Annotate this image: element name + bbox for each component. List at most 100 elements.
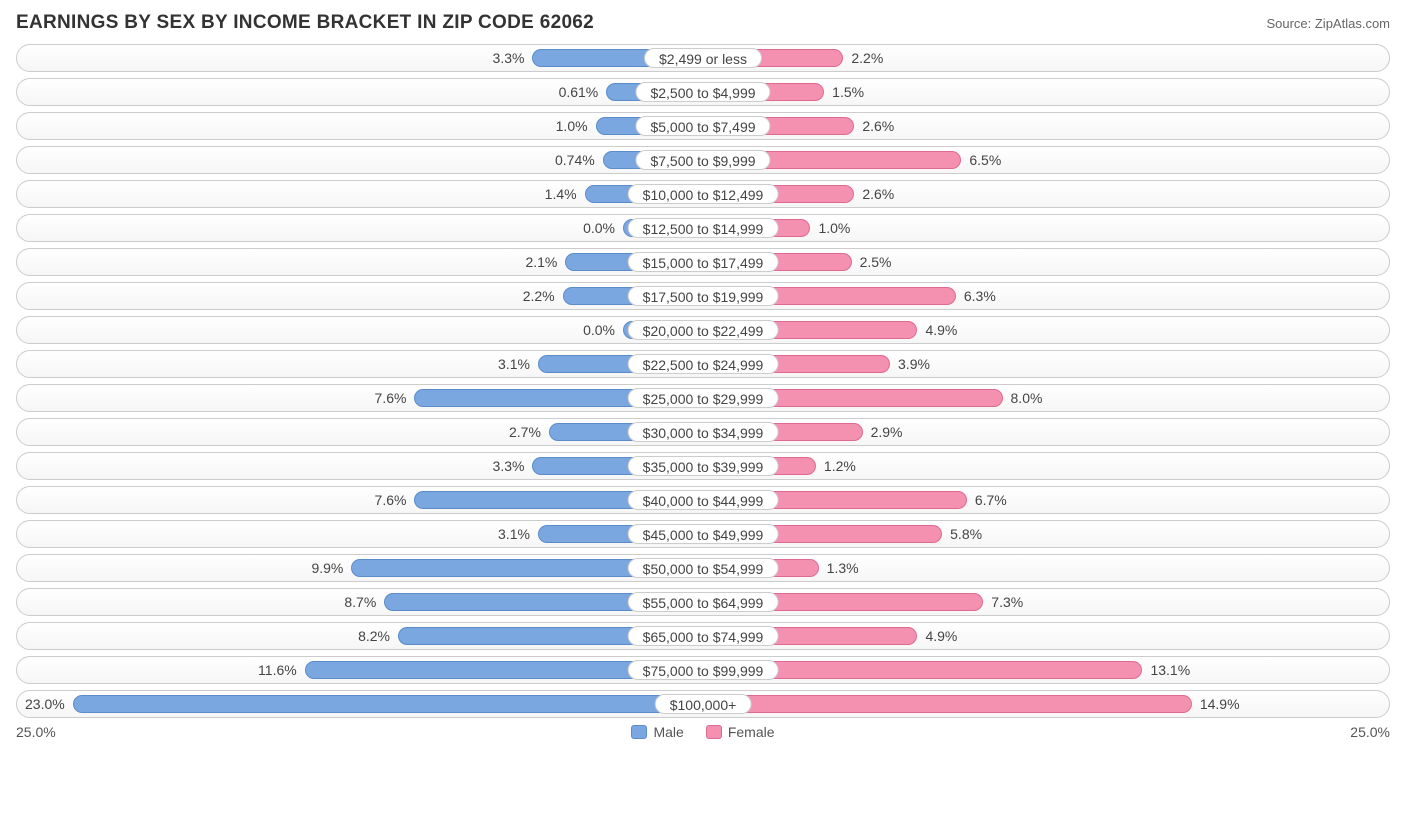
male-pct-label: 0.0% [575,220,623,236]
female-pct-label: 1.5% [824,84,872,100]
bracket-label: $100,000+ [655,694,752,714]
bracket-label: $2,499 or less [644,48,762,68]
female-side: 6.5% [703,147,1389,173]
legend: Male Female [631,724,774,740]
bracket-label: $40,000 to $44,999 [628,490,779,510]
male-side: 0.0% [17,317,703,343]
male-side: 3.1% [17,351,703,377]
source-attribution: Source: ZipAtlas.com [1266,16,1390,31]
legend-label: Female [728,724,775,740]
diverging-bar-chart: 3.3%2.2%$2,499 or less0.61%1.5%$2,500 to… [16,44,1390,718]
male-pct-label: 3.1% [490,526,538,542]
male-side: 2.7% [17,419,703,445]
female-pct-label: 8.0% [1003,390,1051,406]
header-row: EARNINGS BY SEX BY INCOME BRACKET IN ZIP… [16,12,1390,34]
male-side: 7.6% [17,487,703,513]
male-side: 0.61% [17,79,703,105]
chart-row: 1.4% 2.6%$10,000 to $12,499 [16,180,1390,208]
male-side: 0.0% [17,215,703,241]
chart-footer: 25.0% Male Female 25.0% [16,724,1390,740]
male-pct-label: 3.1% [490,356,538,372]
female-side: 2.6% [703,181,1389,207]
male-pct-label: 2.1% [517,254,565,270]
chart-title: EARNINGS BY SEX BY INCOME BRACKET IN ZIP… [16,12,594,34]
male-side: 3.3% [17,45,703,71]
male-pct-label: 3.3% [485,458,533,474]
female-side: 7.3% [703,589,1389,615]
female-side: 1.5% [703,79,1389,105]
female-side: 1.2% [703,453,1389,479]
male-side: 8.7% [17,589,703,615]
male-pct-label: 7.6% [367,492,415,508]
female-pct-label: 5.8% [942,526,990,542]
female-side: 2.5% [703,249,1389,275]
female-side: 8.0% [703,385,1389,411]
legend-item: Female [706,724,775,740]
female-pct-label: 4.9% [917,628,965,644]
male-pct-label: 11.6% [250,662,305,678]
male-pct-label: 1.0% [548,118,596,134]
bracket-label: $25,000 to $29,999 [628,388,779,408]
female-side: 14.9% [703,691,1389,717]
male-side: 3.1% [17,521,703,547]
male-side: 1.4% [17,181,703,207]
chart-row: 23.0% 14.9% $100,000+ [16,690,1390,718]
female-side: 4.9% [703,317,1389,343]
chart-row: 7.6% 6.7% $40,000 to $44,999 [16,486,1390,514]
legend-swatch [706,725,722,739]
female-pct-label: 1.3% [819,560,867,576]
chart-row: 2.1% 2.5% $15,000 to $17,499 [16,248,1390,276]
chart-row: 2.7%2.9%$30,000 to $34,999 [16,418,1390,446]
male-side: 3.3% [17,453,703,479]
chart-row: 11.6%13.1%$75,000 to $99,999 [16,656,1390,684]
bracket-label: $7,500 to $9,999 [635,150,770,170]
male-pct-label: 0.74% [547,152,603,168]
chart-row: 8.7%7.3%$55,000 to $64,999 [16,588,1390,616]
male-pct-label: 1.4% [537,186,585,202]
female-pct-label: 2.9% [863,424,911,440]
male-side: 1.0% [17,113,703,139]
male-pct-label: 23.0% [17,696,73,712]
male-pct-label: 2.7% [501,424,549,440]
chart-row: 3.1% 3.9% $22,500 to $24,999 [16,350,1390,378]
bracket-label: $20,000 to $22,499 [628,320,779,340]
female-side: 2.6% [703,113,1389,139]
female-side: 3.9% [703,351,1389,377]
male-side: 2.2% [17,283,703,309]
chart-row: 3.3%1.2%$35,000 to $39,999 [16,452,1390,480]
male-side: 23.0% [17,691,703,717]
female-pct-label: 2.5% [852,254,900,270]
female-pct-label: 14.9% [1192,696,1248,712]
female-pct-label: 6.7% [967,492,1015,508]
chart-row: 3.3% 2.2% $2,499 or less [16,44,1390,72]
chart-row: 0.0%4.9%$20,000 to $22,499 [16,316,1390,344]
male-pct-label: 0.61% [551,84,607,100]
bracket-label: $65,000 to $74,999 [628,626,779,646]
male-pct-label: 9.9% [303,560,351,576]
female-pct-label: 2.2% [843,50,891,66]
female-pct-label: 1.0% [810,220,858,236]
female-side: 1.3% [703,555,1389,581]
bracket-label: $22,500 to $24,999 [628,354,779,374]
chart-row: 2.2%6.3%$17,500 to $19,999 [16,282,1390,310]
male-side: 7.6% [17,385,703,411]
bracket-label: $17,500 to $19,999 [628,286,779,306]
female-pct-label: 3.9% [890,356,938,372]
female-side: 5.8% [703,521,1389,547]
legend-label: Male [653,724,683,740]
chart-row: 3.1%5.8%$45,000 to $49,999 [16,520,1390,548]
female-pct-label: 2.6% [854,118,902,134]
bracket-label: $10,000 to $12,499 [628,184,779,204]
bracket-label: $15,000 to $17,499 [628,252,779,272]
male-side: 8.2% [17,623,703,649]
bracket-label: $12,500 to $14,999 [628,218,779,238]
chart-row: 8.2% 4.9% $65,000 to $74,999 [16,622,1390,650]
male-side: 11.6% [17,657,703,683]
chart-row: 1.0%2.6%$5,000 to $7,499 [16,112,1390,140]
right-axis-max: 25.0% [1350,724,1390,740]
female-pct-label: 1.2% [816,458,864,474]
chart-row: 0.61%1.5%$2,500 to $4,999 [16,78,1390,106]
female-side: 1.0% [703,215,1389,241]
left-axis-max: 25.0% [16,724,56,740]
chart-row: 9.9%1.3%$50,000 to $54,999 [16,554,1390,582]
